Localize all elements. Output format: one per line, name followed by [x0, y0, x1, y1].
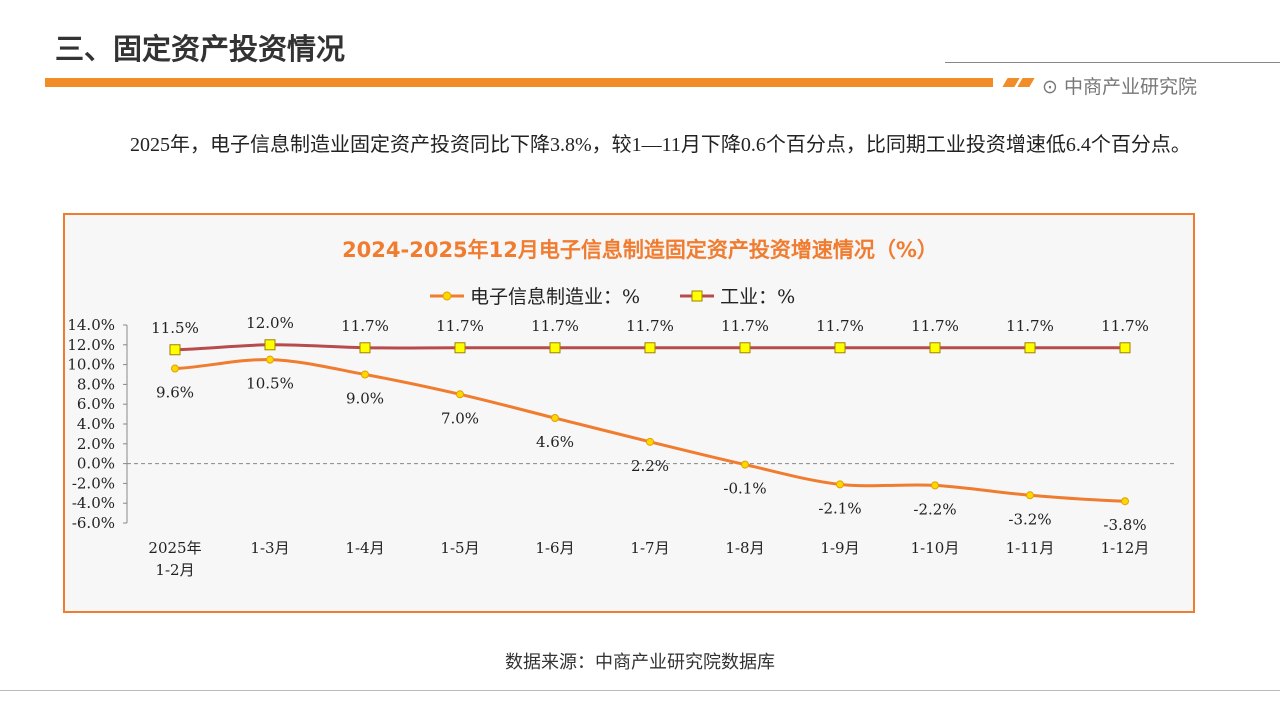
x-tick-label: 1-8月 — [725, 539, 764, 557]
data-point-industry — [834, 342, 846, 354]
x-tick-label: 1-3月 — [250, 539, 289, 557]
legend-label: 电子信息制造业：% — [470, 286, 641, 308]
legend-label: 工业：% — [720, 286, 796, 308]
data-point-industry — [359, 342, 371, 354]
chart-frame — [63, 213, 1195, 613]
data-label-industry: 12.0% — [246, 314, 294, 332]
y-tick-label: -2.0% — [72, 474, 115, 492]
data-label-electronics: -2.2% — [913, 500, 956, 518]
data-label-industry: 11.7% — [626, 317, 674, 335]
data-point-electronics — [741, 460, 749, 469]
chart-title: 2024-2025年12月电子信息制造固定资产投资增速情况（%） — [342, 238, 938, 262]
title-underline — [45, 78, 993, 87]
data-point-industry — [1119, 342, 1131, 354]
data-label-industry: 11.7% — [1101, 317, 1149, 335]
brand-logo: ⊙ 中商产业研究院 — [1042, 76, 1197, 98]
data-point-electronics — [456, 390, 464, 399]
data-label-electronics: 9.0% — [346, 390, 384, 408]
data-label-electronics: 4.6% — [536, 433, 574, 451]
x-tick-label: 1-11月 — [1006, 539, 1055, 557]
data-point-industry — [929, 342, 941, 354]
data-point-electronics — [931, 481, 939, 490]
data-point-electronics — [266, 355, 274, 364]
data-label-industry: 11.7% — [531, 317, 579, 335]
data-point-electronics — [646, 437, 654, 446]
legend-line-square-icon — [680, 290, 715, 301]
data-label-industry: 11.7% — [341, 317, 389, 335]
data-label-industry: 11.7% — [816, 317, 864, 335]
x-tick-label: 1-4月 — [345, 539, 384, 557]
data-label-electronics: 7.0% — [441, 409, 479, 427]
data-label-industry: 11.5% — [151, 319, 199, 337]
data-point-electronics — [551, 414, 559, 423]
legend-item-industry: 工业：% — [680, 282, 795, 309]
data-label-electronics: -3.8% — [1103, 516, 1146, 534]
body-paragraph: 2025年，电子信息制造业固定资产投资同比下降3.8%，较1—11月下降0.6个… — [130, 134, 1191, 156]
y-tick-label: 10.0% — [67, 356, 115, 374]
data-label-electronics: -3.2% — [1008, 510, 1051, 528]
y-tick-label: 0.0% — [77, 455, 115, 473]
series-line-electronics — [174, 358, 1126, 503]
y-tick-label: 6.0% — [77, 395, 115, 413]
data-point-electronics — [171, 364, 179, 373]
x-tick-label: 1-7月 — [630, 539, 669, 557]
data-label-electronics: 2.2% — [631, 457, 669, 475]
data-point-electronics — [361, 370, 369, 379]
footer-line — [0, 690, 1280, 691]
data-point-industry — [644, 342, 656, 354]
x-tick-label: 1-6月 — [535, 539, 574, 557]
data-point-electronics — [1121, 497, 1129, 506]
data-point-electronics — [836, 480, 844, 489]
header-line — [945, 62, 1280, 63]
data-label-electronics: -2.1% — [818, 499, 861, 517]
x-tick-label: 1-12月 — [1101, 539, 1150, 557]
data-label-electronics: 10.5% — [246, 375, 294, 393]
y-tick-label: 14.0% — [67, 316, 115, 334]
data-label-industry: 11.7% — [1006, 317, 1054, 335]
x-tick-label: 1-10月 — [911, 539, 960, 557]
y-tick-label: 4.0% — [77, 415, 115, 433]
legend-item-electronics: 电子信息制造业：% — [430, 282, 640, 309]
data-point-industry — [739, 342, 751, 354]
y-tick-label: 8.0% — [77, 375, 115, 393]
data-label-industry: 11.7% — [721, 317, 769, 335]
brand-name: 中商产业研究院 — [1063, 76, 1197, 98]
x-tick-label: 1-2月 — [155, 561, 194, 579]
data-label-electronics: -0.1% — [723, 480, 766, 498]
y-tick-label: -6.0% — [72, 514, 115, 532]
data-label-industry: 11.7% — [911, 317, 959, 335]
data-point-industry — [169, 344, 181, 356]
data-point-industry — [454, 342, 466, 354]
x-tick-label: 1-5月 — [440, 539, 479, 557]
x-tick-label: 2025年 — [148, 539, 201, 557]
data-label-electronics: 9.6% — [156, 384, 194, 402]
data-point-industry — [1024, 342, 1036, 354]
y-tick-label: 2.0% — [77, 435, 115, 453]
data-point-electronics — [1026, 491, 1034, 500]
data-point-industry — [264, 339, 276, 351]
legend-line-circle-icon — [430, 291, 464, 300]
y-tick-label: -4.0% — [72, 494, 115, 512]
data-point-industry — [549, 342, 561, 354]
data-label-industry: 11.7% — [436, 317, 484, 335]
y-tick-label: 12.0% — [67, 336, 115, 354]
page-title: 三、固定资产投资情况 — [55, 32, 346, 66]
data-source: 数据来源：中商产业研究院数据库 — [505, 652, 775, 673]
chart-legend: 电子信息制造业：% 工业：% — [430, 282, 795, 309]
x-tick-label: 1-9月 — [820, 539, 859, 557]
